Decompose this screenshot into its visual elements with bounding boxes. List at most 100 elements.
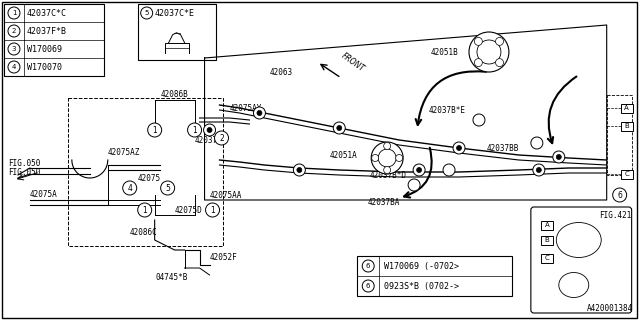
Text: 0923S*B (0702->: 0923S*B (0702-> xyxy=(384,282,459,291)
Text: 42037B*D: 42037B*D xyxy=(369,171,406,180)
Circle shape xyxy=(8,61,20,73)
Text: 42075AY: 42075AY xyxy=(230,103,262,113)
Text: 1: 1 xyxy=(210,205,215,214)
Text: 42075: 42075 xyxy=(138,173,161,182)
Circle shape xyxy=(383,166,390,173)
Circle shape xyxy=(141,7,153,19)
Circle shape xyxy=(138,203,152,217)
Circle shape xyxy=(161,181,175,195)
Text: 04745*B: 04745*B xyxy=(156,274,188,283)
Circle shape xyxy=(8,25,20,37)
Text: 42037CA: 42037CA xyxy=(195,135,227,145)
Text: 1: 1 xyxy=(142,205,147,214)
Text: 6: 6 xyxy=(366,283,371,289)
Circle shape xyxy=(417,167,422,172)
Circle shape xyxy=(556,155,561,159)
Text: B: B xyxy=(624,123,629,129)
Text: 42037B*E: 42037B*E xyxy=(429,106,466,115)
Text: B: B xyxy=(545,237,549,243)
Text: 42052F: 42052F xyxy=(209,253,237,262)
Text: 42051B: 42051B xyxy=(431,47,459,57)
Bar xyxy=(68,98,223,246)
Circle shape xyxy=(337,125,342,131)
Circle shape xyxy=(148,123,162,137)
Circle shape xyxy=(533,164,545,176)
Text: 42037BA: 42037BA xyxy=(367,197,399,206)
Circle shape xyxy=(474,59,483,67)
Circle shape xyxy=(362,280,374,292)
Text: W170070: W170070 xyxy=(27,62,62,71)
Text: 42037F*B: 42037F*B xyxy=(27,27,67,36)
Text: A: A xyxy=(624,105,629,111)
Text: 42075AZ: 42075AZ xyxy=(108,148,140,156)
Circle shape xyxy=(362,260,374,272)
Text: FIG.421: FIG.421 xyxy=(598,211,631,220)
Circle shape xyxy=(456,146,461,150)
Text: FRONT: FRONT xyxy=(339,51,365,73)
Circle shape xyxy=(205,203,220,217)
Text: C: C xyxy=(624,171,629,177)
Text: 42075AA: 42075AA xyxy=(209,190,242,199)
Circle shape xyxy=(297,167,302,172)
Circle shape xyxy=(188,123,202,137)
Text: 42037BB: 42037BB xyxy=(487,143,519,153)
Text: 42075A: 42075A xyxy=(30,189,58,198)
Text: 4: 4 xyxy=(127,183,132,193)
Circle shape xyxy=(531,137,543,149)
Circle shape xyxy=(207,127,212,132)
Circle shape xyxy=(123,181,137,195)
Text: 42063: 42063 xyxy=(269,68,292,76)
Circle shape xyxy=(253,107,266,119)
Bar xyxy=(541,236,553,244)
Circle shape xyxy=(371,142,403,174)
Circle shape xyxy=(396,155,403,162)
Circle shape xyxy=(204,124,216,136)
Bar xyxy=(357,256,512,296)
Circle shape xyxy=(443,164,455,176)
Circle shape xyxy=(413,164,425,176)
Text: W170069: W170069 xyxy=(27,44,62,53)
Circle shape xyxy=(477,40,501,64)
Text: 1: 1 xyxy=(12,10,16,16)
Text: 42075D: 42075D xyxy=(175,205,202,214)
Circle shape xyxy=(453,142,465,154)
Text: FIG.050: FIG.050 xyxy=(8,167,40,177)
Text: 42037C*C: 42037C*C xyxy=(27,9,67,18)
Circle shape xyxy=(372,155,379,162)
Circle shape xyxy=(8,43,20,55)
Circle shape xyxy=(214,131,228,145)
Circle shape xyxy=(474,37,483,45)
Text: 4: 4 xyxy=(12,64,16,70)
Bar xyxy=(621,170,632,179)
Text: W170069 (-0702>: W170069 (-0702> xyxy=(384,261,459,270)
Text: 3: 3 xyxy=(12,46,16,52)
Text: 1: 1 xyxy=(152,125,157,134)
Bar xyxy=(138,4,216,60)
Text: A: A xyxy=(545,222,549,228)
Text: C: C xyxy=(545,255,549,261)
Text: 1: 1 xyxy=(192,125,197,134)
Circle shape xyxy=(257,110,262,116)
Text: 5: 5 xyxy=(145,10,149,16)
Circle shape xyxy=(8,7,20,19)
Circle shape xyxy=(378,149,396,167)
Bar xyxy=(621,103,632,113)
Circle shape xyxy=(536,167,541,172)
Text: 42037C*E: 42037C*E xyxy=(155,9,195,18)
Circle shape xyxy=(495,59,504,67)
Circle shape xyxy=(469,32,509,72)
Bar xyxy=(541,220,553,229)
Text: 2: 2 xyxy=(12,28,16,34)
Circle shape xyxy=(473,114,485,126)
Text: 42086B: 42086B xyxy=(161,90,189,99)
Circle shape xyxy=(495,37,504,45)
Circle shape xyxy=(612,188,627,202)
Bar xyxy=(4,4,104,76)
Circle shape xyxy=(408,179,420,191)
Text: 6: 6 xyxy=(366,263,371,269)
Bar xyxy=(541,253,553,262)
Text: FIG.050: FIG.050 xyxy=(8,158,40,167)
Bar xyxy=(607,95,632,175)
Circle shape xyxy=(333,122,345,134)
Circle shape xyxy=(553,151,564,163)
